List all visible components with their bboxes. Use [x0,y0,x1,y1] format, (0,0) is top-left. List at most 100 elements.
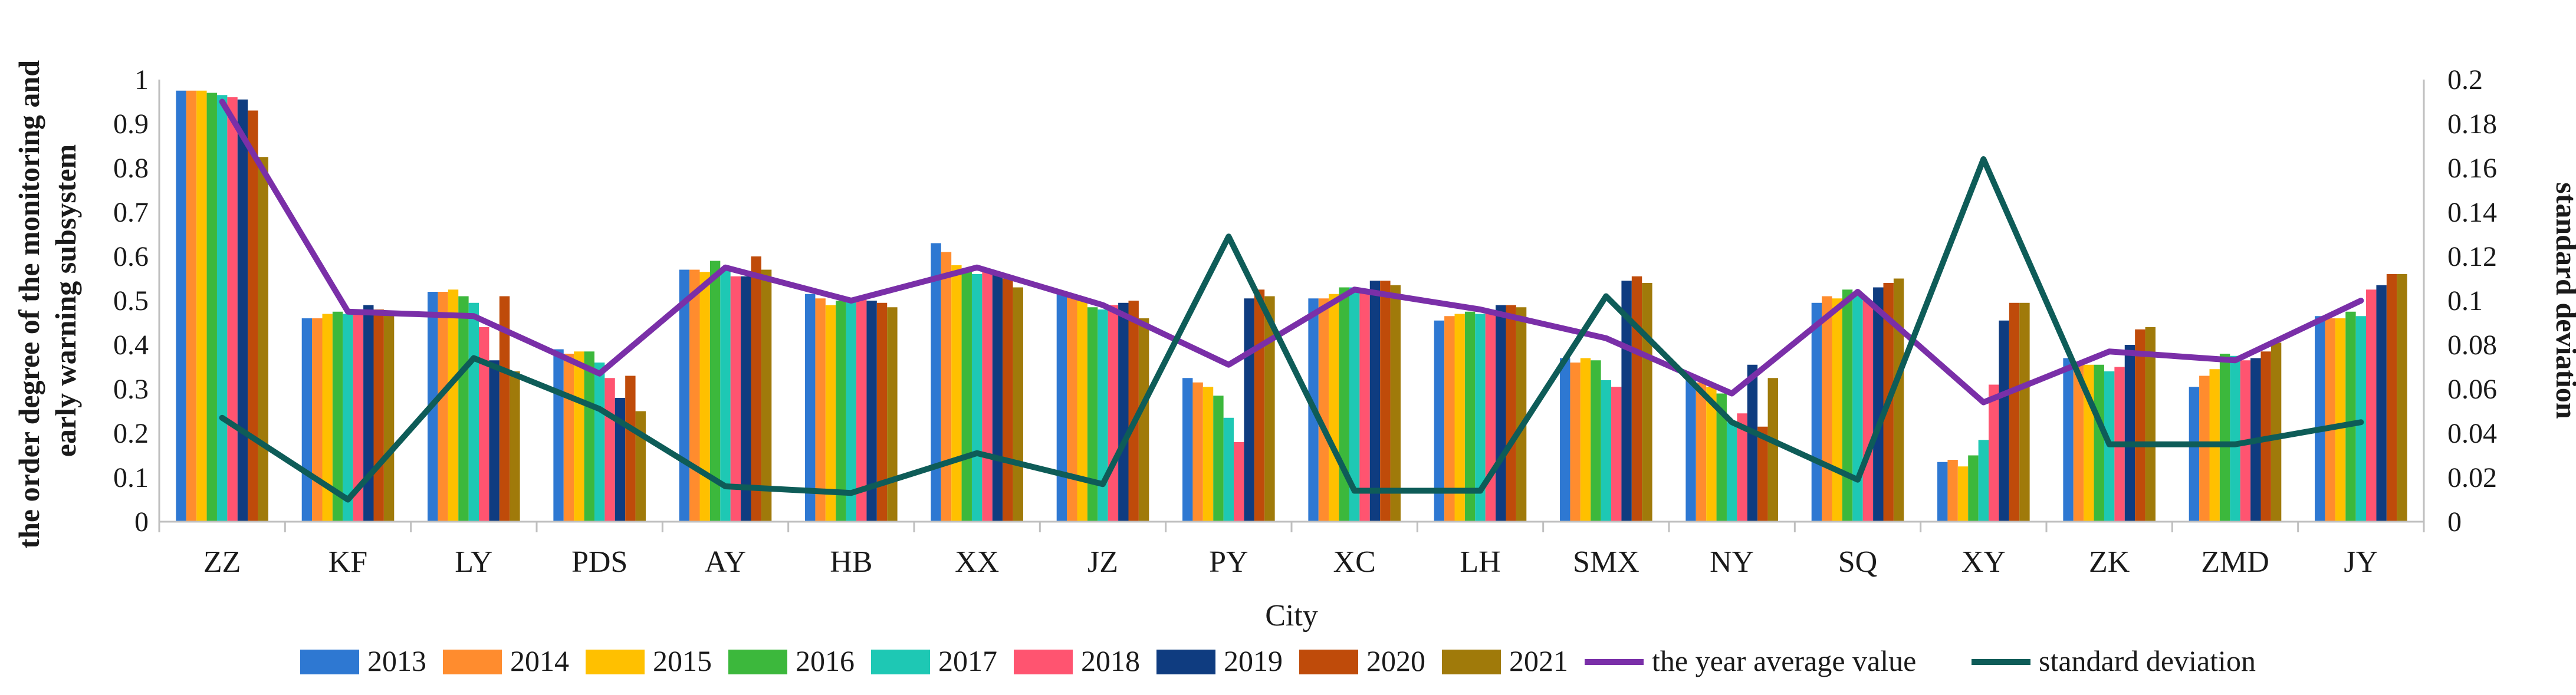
legend-swatch [871,650,930,674]
bar-2014-LY [438,292,448,522]
bar-2020-PDS [625,376,636,522]
bar-2014-ZZ [186,90,197,522]
bar-2015-JY [2335,318,2346,522]
bar-2015-XY [1957,466,1969,522]
category-labels: ZZ KF LY PDS AY HB XX JZ PY XC LH SMX NY SQ XY ZK ZMD JY [203,545,2378,579]
bar-2020-LY [499,296,510,522]
bar-2021-XC [1390,285,1401,522]
bar-2020-JZ [1128,301,1139,522]
bar-2019-ZZ [237,99,248,522]
legend-swatch [300,650,359,674]
bar-2017-SMX [1601,380,1612,522]
bar-2019-JY [2376,285,2387,522]
lines-layer [219,98,2364,503]
bar-2017-JY [2355,316,2367,522]
bar-2017-JZ [1098,309,1108,522]
bar-2016-XY [1968,455,1979,522]
y2-tick-label: 0.2 [2447,64,2483,95]
legend-label: the year average value [1652,644,1916,677]
ticks-layer: 0 0.1 0.2 0.3 0.4 0.5 0.6 0.7 0.8 0.9 1 0 0.02 0.04 0.… [113,64,2497,538]
bar-2016-PDS [584,351,594,522]
legend-label: 2021 [1509,644,1568,677]
bar-2019-XC [1369,281,1381,522]
bar-2015-SMX [1580,358,1591,522]
bar-2021-ZK [2145,327,2156,522]
category-label: LH [1460,545,1500,579]
bar-2016-AY [709,261,721,522]
bar-2015-PDS [574,351,584,522]
legend-item-2021: 2021 [1442,644,1568,677]
bar-2017-LY [468,302,479,522]
bar-2021-LY [510,371,520,522]
legend-item-2013: 2013 [300,644,426,677]
bar-2019-AY [741,276,751,522]
bar-2013-HB [805,294,816,522]
bar-2020-NY [1757,426,1768,522]
y-tick-label: 0.7 [113,197,149,228]
bar-2019-XY [1999,320,2009,522]
category-label: NY [1710,545,1754,579]
bar-2019-ZK [2124,345,2135,522]
bar-2021-LH [1516,307,1527,522]
bar-2014-JY [2325,318,2335,522]
bar-2017-NY [1726,422,1737,522]
bar-2019-KF [363,305,374,522]
legend-label: 2017 [938,644,997,677]
legend-label: 2016 [796,644,855,677]
bar-2013-ZK [2063,358,2074,522]
bar-2018-AY [730,276,741,522]
bar-2016-SQ [1842,289,1853,522]
bar-2014-XY [1947,460,1958,522]
category-label: ZMD [2201,545,2269,579]
y2-tick-label: 0.04 [2447,418,2497,449]
bar-2014-XC [1318,298,1329,522]
y-axis-title-line-1: the order degree of the monitoring and [12,60,45,549]
y-tick-label: 0.6 [113,241,149,272]
bar-2020-KF [373,309,384,522]
bar-2017-SQ [1852,294,1863,522]
legend-item-2020: 2020 [1299,644,1425,677]
legend-label: 2015 [653,644,712,677]
bar-2021-JZ [1138,318,1149,522]
bar-2018-XC [1359,289,1370,522]
bar-2015-AY [699,272,710,522]
bar-2018-PDS [604,378,615,522]
legend-item-2015: 2015 [586,644,712,677]
legend-swatch [1014,650,1073,674]
bar-2018-XX [982,269,993,522]
category-label: HB [830,545,872,579]
bar-2019-HB [866,301,877,522]
bar-2017-PY [1223,417,1234,522]
bar-2015-XC [1329,294,1339,522]
y-axis-title: the order degree of the monitoring and e… [12,52,82,548]
bar-2013-ZZ [176,90,186,522]
y-tick-label: 0.4 [113,330,149,361]
category-label: XC [1333,545,1376,579]
bar-2020-LH [1506,305,1516,522]
line-the-year-average-value [219,98,2364,406]
category-label: SQ [1838,545,1877,579]
bar-2016-ZZ [206,93,217,522]
legend-swatch [586,650,645,674]
bar-2018-SMX [1611,387,1622,522]
bar-2019-LY [489,360,500,522]
bar-2013-PY [1182,378,1193,522]
bar-2017-ZZ [216,95,228,522]
category-label: ZZ [203,545,241,579]
bar-2014-ZK [2073,363,2084,522]
bar-2016-SMX [1591,360,1601,522]
y-tick-label: 0.9 [113,108,149,140]
legend-swatch [1299,650,1358,674]
bar-2021-NY [1767,378,1778,522]
bar-2017-HB [846,298,857,522]
bar-2020-JY [2386,274,2397,522]
bar-2018-NY [1737,413,1747,522]
legend-item-2014: 2014 [443,644,569,677]
bar-2021-KF [383,311,395,522]
category-label: JZ [1087,545,1118,579]
bar-2016-NY [1716,393,1727,522]
bar-2015-JZ [1077,301,1087,522]
bar-2017-XC [1349,287,1360,522]
bar-2016-XX [961,272,972,522]
y2-tick-label: 0.02 [2447,462,2497,493]
